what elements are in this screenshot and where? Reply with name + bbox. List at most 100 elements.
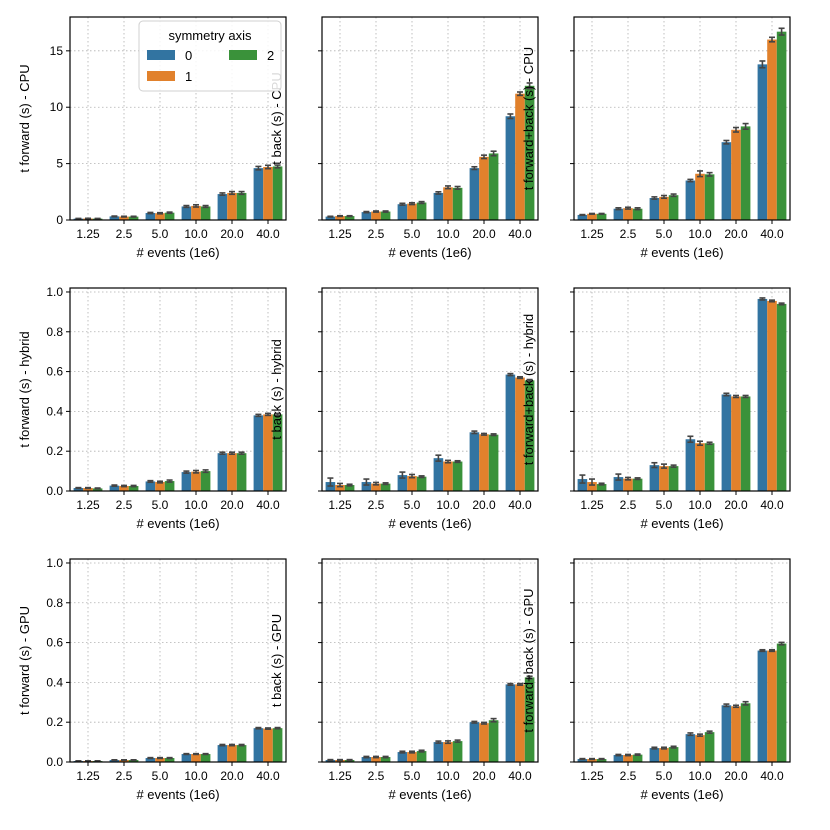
bar <box>397 204 408 220</box>
bar <box>695 735 705 762</box>
y-tick-label: 10 <box>50 100 64 114</box>
bar <box>164 758 175 762</box>
bar <box>596 213 607 220</box>
chart-panel-row2-col1: 0.0 0.2 0.4 0.6 0.8 1.0 1.25 2.5 5.0 10.0 20.0 40.0… <box>17 285 287 531</box>
bar <box>469 432 480 491</box>
bar <box>623 755 633 762</box>
legend-title: symmetry axis <box>168 28 252 43</box>
bar <box>479 156 489 220</box>
bar <box>757 298 768 491</box>
bar <box>757 650 768 762</box>
bar <box>515 93 525 220</box>
x-tick-label: 5.0 <box>152 498 169 512</box>
bar <box>191 754 201 762</box>
bar <box>596 759 607 762</box>
bar <box>515 377 525 491</box>
chart-panel-row1-col3: 1.25 2.5 5.0 10.0 20.0 40.0 # events (1e6) t fo… <box>521 16 791 260</box>
x-tick-label: 1.25 <box>328 498 352 512</box>
bar <box>685 734 696 762</box>
bar <box>479 723 489 762</box>
bar <box>191 471 201 491</box>
chart-panel-row1-col2: 1.25 2.5 5.0 10.0 20.0 40.0 # events (1e6) t ba… <box>269 16 539 260</box>
bar <box>397 752 408 762</box>
bar <box>164 481 175 491</box>
bar <box>397 475 408 491</box>
bar <box>164 212 175 220</box>
bar <box>452 187 463 220</box>
y-tick-label: 0.8 <box>46 325 63 339</box>
bar <box>227 453 237 491</box>
y-axis-label: t back (s) - hybrid <box>269 339 284 439</box>
x-tick-label: 40.0 <box>508 227 532 241</box>
bar <box>587 213 597 220</box>
bar <box>721 394 732 491</box>
bar <box>119 216 129 220</box>
bar <box>145 481 156 491</box>
legend-swatch-1 <box>147 71 175 81</box>
bar <box>649 465 660 491</box>
bar <box>623 478 633 491</box>
x-axis-label: # events (1e6) <box>640 787 723 802</box>
x-tick-label: 1.25 <box>76 227 100 241</box>
x-axis-label: # events (1e6) <box>136 516 219 531</box>
y-tick-label: 0.2 <box>46 715 63 729</box>
bar <box>407 476 417 491</box>
axes-frame <box>573 287 791 492</box>
bar <box>128 216 139 220</box>
bar <box>479 434 489 491</box>
y-tick-label: 0.0 <box>46 484 63 498</box>
x-tick-label: 20.0 <box>220 227 244 241</box>
bar <box>613 477 624 491</box>
bar <box>227 745 237 762</box>
bar <box>515 684 525 762</box>
axes-frame <box>321 16 539 221</box>
bar <box>325 216 336 220</box>
bar <box>649 198 660 220</box>
y-tick-label: 0.0 <box>46 755 63 769</box>
x-tick-label: 10.0 <box>688 498 712 512</box>
bar <box>263 414 273 491</box>
x-tick-label: 5.0 <box>404 769 421 783</box>
bar <box>416 202 427 220</box>
x-tick-label: 10.0 <box>184 227 208 241</box>
bar <box>155 758 165 762</box>
y-axis-label: t forward+back (s) - CPU <box>521 47 536 190</box>
axes-frame <box>573 16 791 221</box>
x-tick-label: 2.5 <box>368 498 385 512</box>
bar <box>433 192 444 220</box>
x-tick-label: 2.5 <box>620 498 637 512</box>
bar <box>236 192 247 220</box>
x-tick-label: 40.0 <box>256 227 280 241</box>
x-tick-label: 10.0 <box>184 498 208 512</box>
bar <box>776 643 787 762</box>
bar <box>668 747 679 762</box>
bar <box>217 453 228 491</box>
axes-frame <box>321 558 539 763</box>
bar <box>335 216 345 220</box>
bar <box>695 173 705 220</box>
bar <box>767 300 777 491</box>
bar <box>695 443 705 491</box>
bar <box>767 650 777 762</box>
x-tick-label: 5.0 <box>152 769 169 783</box>
bar <box>433 458 444 491</box>
bar <box>155 213 165 220</box>
bar <box>469 722 480 762</box>
x-tick-label: 20.0 <box>724 498 748 512</box>
bar <box>181 472 192 491</box>
x-tick-label: 5.0 <box>656 227 673 241</box>
bar <box>73 488 84 491</box>
bar <box>253 415 264 491</box>
bar <box>380 757 391 762</box>
x-tick-label: 20.0 <box>472 769 496 783</box>
bar <box>587 759 597 762</box>
x-tick-label: 40.0 <box>256 498 280 512</box>
x-tick-label: 5.0 <box>656 769 673 783</box>
y-tick-label: 0.4 <box>46 404 63 418</box>
x-tick-label: 1.25 <box>328 227 352 241</box>
bar <box>217 194 228 220</box>
bar <box>227 192 237 220</box>
bar <box>452 741 463 762</box>
y-tick-label: 0.4 <box>46 675 63 689</box>
